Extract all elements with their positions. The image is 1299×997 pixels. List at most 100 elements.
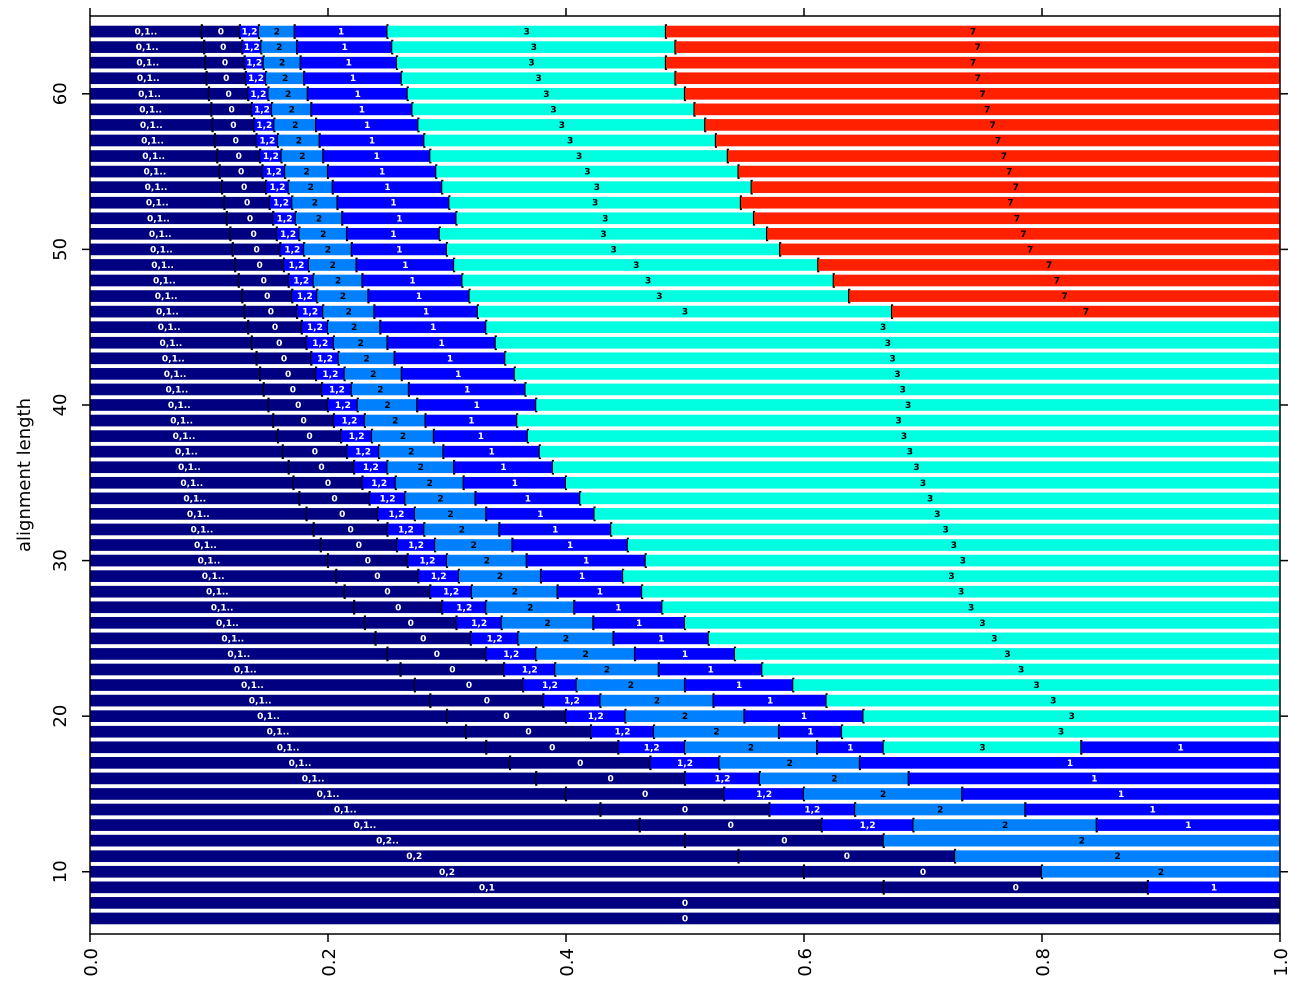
bar-segment bbox=[338, 352, 395, 365]
segment-label: 0,1.. bbox=[140, 121, 163, 131]
bar-segment bbox=[685, 834, 884, 847]
segment-label: 0 bbox=[325, 479, 331, 489]
bar-row-63: 0,1.. 0 1,2 2 1 3 7 bbox=[90, 39, 1280, 55]
bar-segment bbox=[319, 134, 425, 147]
bar-row-54: 0,1.. 0 1,2 2 1 3 7 bbox=[90, 179, 1280, 195]
segment-label: 1,2 bbox=[241, 28, 257, 38]
segment-label: 1 bbox=[552, 525, 558, 535]
segment-label: 0,1 bbox=[479, 883, 495, 893]
segment-label: 1,2 bbox=[443, 588, 459, 598]
segment-label: 0 bbox=[525, 728, 531, 738]
bar-segment bbox=[495, 336, 1280, 349]
bar-segment bbox=[344, 585, 431, 598]
segment-label: 0 bbox=[920, 868, 926, 878]
bar-segment bbox=[397, 56, 666, 69]
segment-label: 3 bbox=[1018, 665, 1024, 675]
segment-label: 7 bbox=[1083, 308, 1089, 318]
segment-label: 2 bbox=[384, 401, 390, 411]
bar-row-52: 0,1.. 0 1,2 2 1 3 7 bbox=[90, 210, 1280, 226]
bar-segment bbox=[504, 663, 556, 676]
segment-label: 2 bbox=[292, 121, 298, 131]
bar-segment bbox=[311, 352, 339, 365]
bar-row-15: 0,1.. 0 1,2 2 1 bbox=[90, 786, 1280, 802]
bar-segment bbox=[90, 508, 307, 520]
y-tick-label: 20 bbox=[50, 705, 71, 728]
segment-label: 1,2 bbox=[248, 74, 264, 84]
bar-segment bbox=[316, 119, 419, 131]
bar-row-48: 0,1.. 0 1,2 2 1 3 7 bbox=[90, 273, 1280, 288]
bar-segment bbox=[751, 181, 1280, 193]
segment-label: 2 bbox=[713, 728, 719, 738]
segment-label: 1,2 bbox=[280, 230, 296, 240]
segment-label: 0 bbox=[225, 90, 231, 100]
bar-segment bbox=[818, 259, 1280, 271]
segment-label: 1,2 bbox=[471, 619, 487, 629]
bar-segment bbox=[394, 352, 506, 365]
segment-label: 0,1.. bbox=[146, 199, 169, 209]
bar-segment bbox=[368, 290, 470, 302]
bar-segment bbox=[90, 399, 269, 411]
bar-segment bbox=[486, 321, 1280, 334]
segment-label: 1 bbox=[658, 634, 664, 644]
bar-segment bbox=[292, 290, 318, 302]
bar-row-12: 0,2.. 0 2 bbox=[90, 833, 1280, 848]
bar-segment bbox=[754, 212, 1280, 225]
bar-segment bbox=[392, 41, 676, 53]
segment-label: 1,2 bbox=[388, 510, 404, 520]
bar-segment bbox=[224, 196, 270, 209]
bar-segment bbox=[405, 492, 476, 505]
segment-label: 7 bbox=[975, 43, 981, 53]
bar-segment bbox=[708, 632, 1280, 645]
bar-segment bbox=[543, 694, 601, 707]
bar-row-28: 0,1.. 0 1,2 2 1 3 bbox=[90, 584, 1280, 600]
bar-segment bbox=[486, 508, 595, 520]
bar-segment bbox=[90, 865, 804, 878]
segment-label: 2 bbox=[285, 90, 291, 100]
bar-segment bbox=[90, 165, 220, 178]
bar-row-51: 0,1.. 0 1,2 2 1 3 7 bbox=[90, 226, 1280, 242]
bar-row-62: 0,1.. 0 1,2 2 1 3 7 bbox=[90, 55, 1280, 71]
bar-segment bbox=[400, 663, 505, 676]
bar-segment bbox=[379, 445, 444, 458]
segment-label: 0,1.. bbox=[267, 728, 290, 738]
segment-label: 1,2 bbox=[269, 183, 285, 193]
bar-segment bbox=[317, 290, 369, 302]
segment-label: 1,2 bbox=[408, 541, 424, 551]
segment-label: 0,1.. bbox=[227, 650, 250, 660]
segment-label: 2 bbox=[299, 152, 305, 162]
segment-label: 0,1.. bbox=[317, 790, 340, 800]
bar-segment bbox=[272, 103, 312, 116]
bar-segment bbox=[486, 648, 537, 660]
segment-label: 0,1.. bbox=[150, 245, 173, 255]
bar-segment bbox=[347, 445, 380, 458]
segment-label: 3 bbox=[645, 277, 651, 287]
segment-label: 1 bbox=[597, 588, 603, 598]
bar-segment bbox=[283, 259, 309, 271]
segment-label: 1 bbox=[374, 152, 380, 162]
bar-segment bbox=[590, 725, 655, 738]
segment-label: 0 bbox=[300, 417, 306, 427]
segment-label: 2 bbox=[563, 634, 569, 644]
segment-label: 1 bbox=[396, 245, 402, 255]
bar-segment bbox=[580, 492, 1280, 505]
bar-segment bbox=[408, 383, 526, 396]
bar-segment bbox=[662, 601, 1280, 614]
bar-segment bbox=[278, 430, 342, 442]
bar-row-24: 0,1.. 0 1,2 2 1 3 bbox=[90, 646, 1280, 662]
bar-segment bbox=[804, 865, 1042, 878]
segment-label: 7 bbox=[989, 121, 995, 131]
bar-segment bbox=[883, 881, 1148, 894]
segment-label: 0,1.. bbox=[147, 214, 170, 224]
bar-segment bbox=[625, 710, 745, 722]
segment-label: 0,1.. bbox=[249, 697, 272, 707]
bar-segment bbox=[288, 461, 355, 474]
bar-segment bbox=[401, 368, 515, 380]
bar-segment bbox=[635, 648, 735, 660]
bar-segment bbox=[90, 601, 355, 614]
segment-label: 0 bbox=[420, 634, 426, 644]
segment-label: 0 bbox=[331, 494, 337, 504]
bar-row-13: 0,1.. 0 1,2 2 1 bbox=[90, 817, 1280, 833]
bar-segment bbox=[713, 694, 827, 707]
bar-segment bbox=[90, 336, 252, 349]
segment-label: 0,2 bbox=[406, 852, 422, 862]
